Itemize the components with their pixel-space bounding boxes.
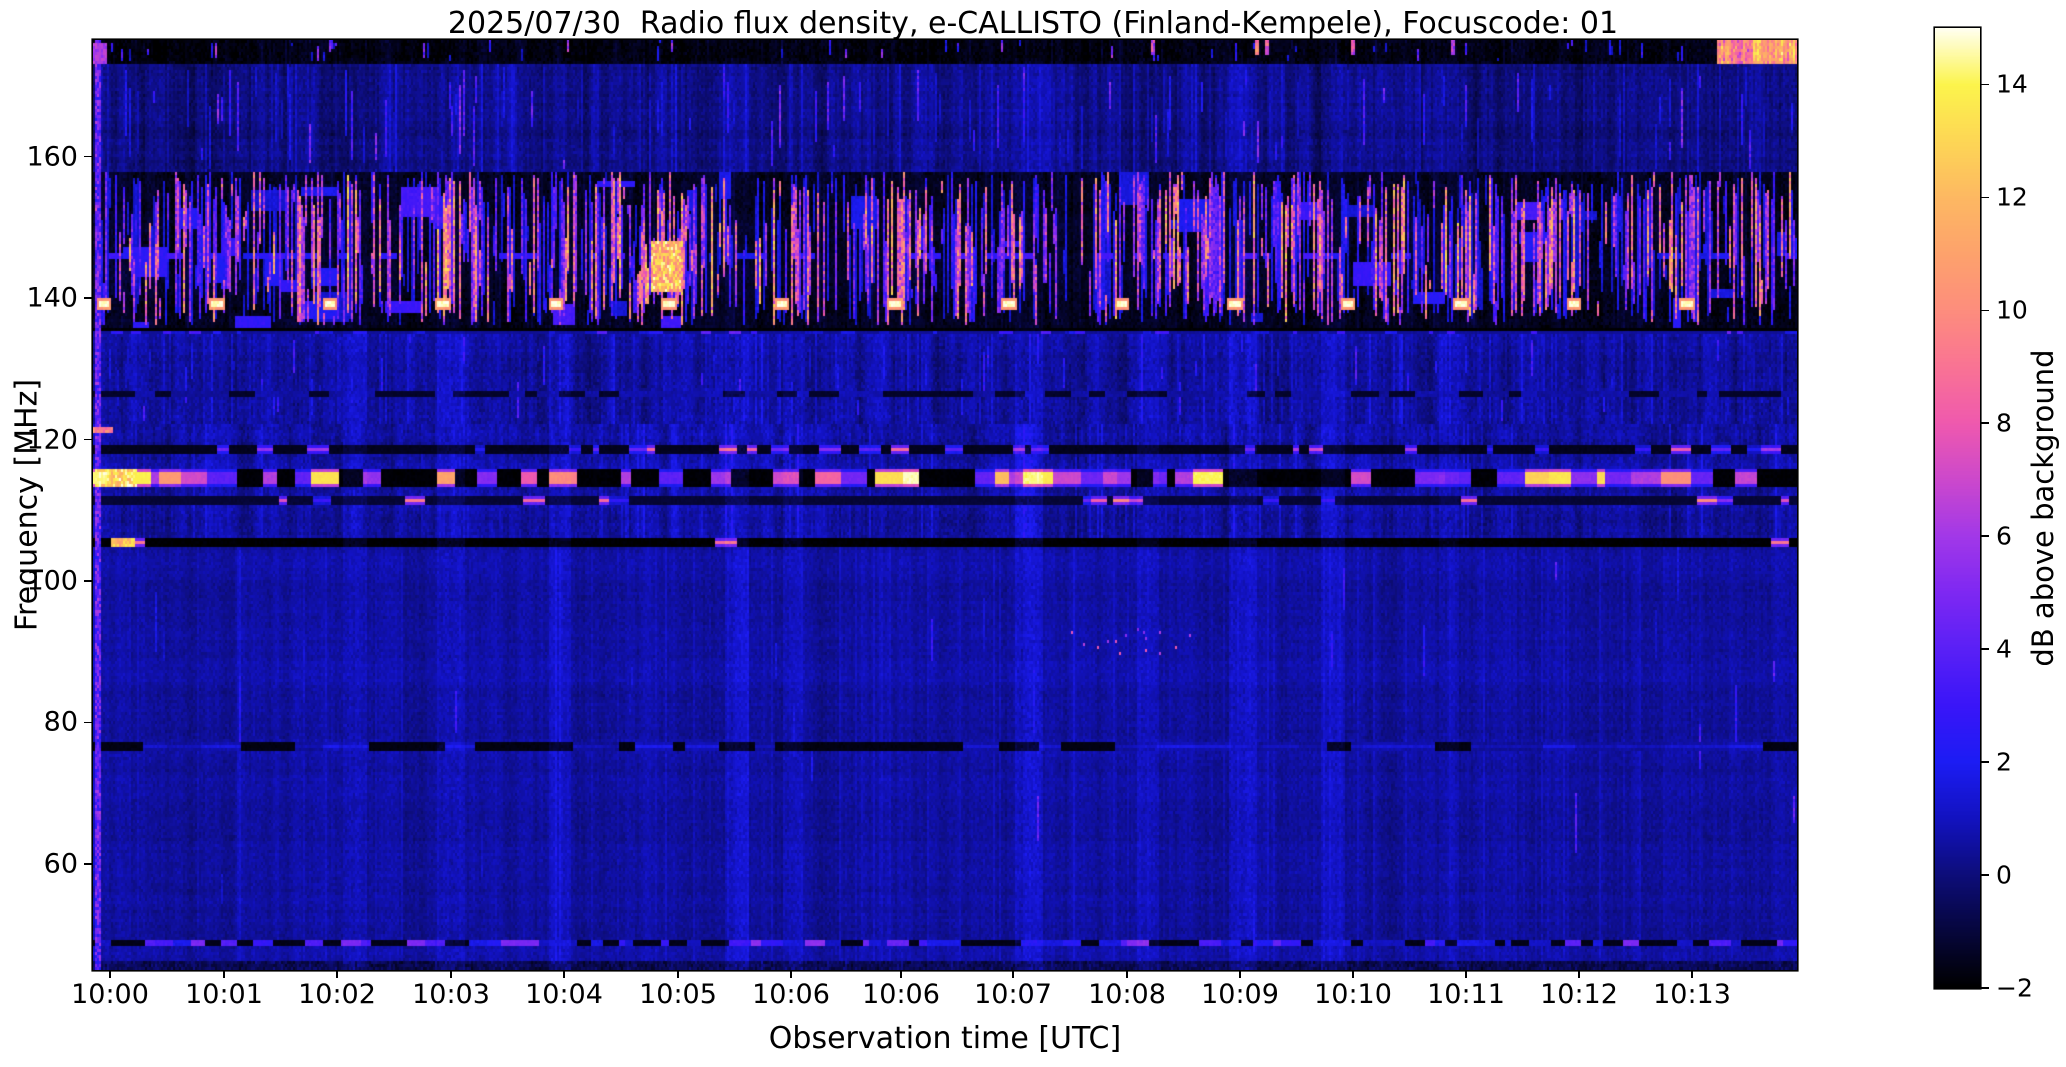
x-tick-label: 10:05 xyxy=(639,979,717,1010)
x-axis-label: Observation time [UTC] xyxy=(768,1021,1122,1056)
y-tick-label: 80 xyxy=(43,706,78,738)
y-tick-mark xyxy=(84,721,93,724)
x-tick-mark xyxy=(900,970,902,978)
colorbar-tick-mark xyxy=(1981,309,1989,312)
colorbar-tick-label: 14 xyxy=(1996,69,2028,99)
x-tick-mark xyxy=(1465,970,1467,978)
y-tick-mark xyxy=(84,580,93,582)
x-tick-label: 10:06 xyxy=(862,979,940,1010)
colorbar-tick-label: 8 xyxy=(1996,408,2012,438)
colorbar-tick-label: 0 xyxy=(1996,860,2012,890)
y-tick-label: 60 xyxy=(43,848,78,880)
y-tick-mark xyxy=(84,438,93,441)
spectrogram-canvas xyxy=(93,40,1797,970)
x-tick-label: 10:03 xyxy=(412,979,490,1010)
x-tick-mark xyxy=(450,970,452,978)
x-tick-mark xyxy=(109,970,111,978)
colorbar-tick-label: 2 xyxy=(1996,747,2012,777)
x-tick-mark xyxy=(677,970,679,978)
x-tick-label: 10:13 xyxy=(1653,979,1731,1010)
colorbar-tick-label: 6 xyxy=(1996,521,2012,551)
x-tick-mark xyxy=(1352,970,1354,978)
x-tick-label: 10:00 xyxy=(71,979,149,1010)
x-tick-label: 10:12 xyxy=(1540,979,1618,1010)
x-tick-mark xyxy=(1126,970,1128,978)
plot-area xyxy=(93,40,1797,970)
colorbar-canvas xyxy=(1935,28,1980,988)
x-tick-mark xyxy=(563,970,565,978)
colorbar-tick-label: 10 xyxy=(1996,295,2028,325)
x-tick-mark xyxy=(1012,970,1014,978)
x-tick-mark xyxy=(1239,970,1241,978)
colorbar-tick-label: −2 xyxy=(1996,973,2033,1003)
y-tick-mark xyxy=(84,297,93,299)
figure-title: 2025/07/30 Radio flux density, e-CALLIST… xyxy=(447,6,1619,41)
y-tick-mark xyxy=(84,863,93,865)
colorbar-tick-label: 12 xyxy=(1996,182,2028,212)
x-tick-label: 10:04 xyxy=(525,979,603,1010)
y-tick-label: 140 xyxy=(26,282,78,314)
colorbar-tick-label: 4 xyxy=(1996,634,2012,664)
x-tick-label: 10:10 xyxy=(1314,979,1392,1010)
colorbar-tick-mark xyxy=(1981,648,1989,650)
colorbar-tick-mark xyxy=(1981,987,1989,989)
x-tick-mark xyxy=(790,970,792,978)
colorbar-tick-mark xyxy=(1981,422,1989,425)
colorbar-tick-mark xyxy=(1981,83,1989,86)
x-tick-label: 10:08 xyxy=(1088,979,1166,1010)
colorbar-tick-mark xyxy=(1981,874,1989,876)
colorbar-tick-mark xyxy=(1981,535,1989,538)
x-tick-label: 10:11 xyxy=(1427,979,1505,1010)
y-axis-label: Frequency [MHz] xyxy=(9,378,45,632)
x-tick-label: 10:07 xyxy=(974,979,1052,1010)
colorbar-tick-mark xyxy=(1981,196,1989,199)
x-tick-mark xyxy=(223,970,225,978)
colorbar-tick-mark xyxy=(1981,761,1989,763)
y-tick-label: 160 xyxy=(26,141,78,173)
x-tick-label: 10:01 xyxy=(185,979,263,1010)
x-tick-mark xyxy=(1691,970,1693,978)
x-tick-label: 10:09 xyxy=(1201,979,1279,1010)
x-tick-mark xyxy=(336,970,338,978)
colorbar xyxy=(1935,28,1980,988)
x-tick-mark xyxy=(1578,970,1580,978)
x-tick-label: 10:02 xyxy=(298,979,376,1010)
y-tick-mark xyxy=(84,155,93,158)
x-tick-label: 10:06 xyxy=(752,979,830,1010)
colorbar-label: dB above background xyxy=(2026,349,2060,667)
